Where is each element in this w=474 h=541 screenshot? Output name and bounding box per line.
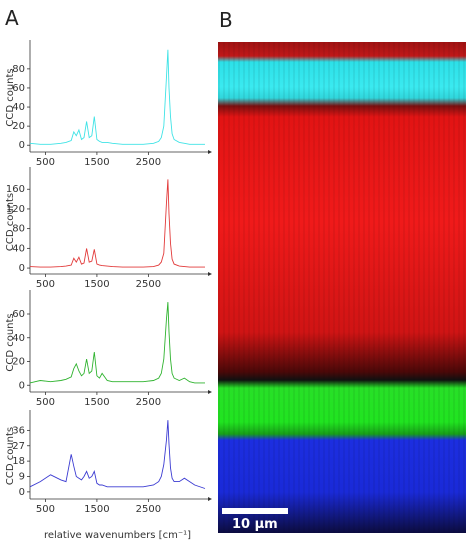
y-tick-label: 40 (12, 243, 25, 254)
x-tick-label: 2500 (136, 397, 161, 408)
y-tick-label: 80 (12, 224, 25, 235)
y-tick-label: 0 (19, 263, 25, 274)
y-tick-label: 20 (12, 357, 25, 368)
x-tick-label: 2500 (136, 279, 161, 290)
panel-label: A (5, 6, 19, 30)
x-tick-label: 1500 (84, 279, 109, 290)
x-axis-label: relative wavenumbers [cm⁻¹] (44, 530, 191, 541)
y-tick-label: 20 (12, 121, 25, 132)
x-tick-label: 500 (36, 279, 55, 290)
axis-arrow (208, 150, 212, 154)
y-tick-label: 40 (12, 102, 25, 113)
y-tick-label: 160 (6, 184, 25, 195)
scale-bar (222, 508, 288, 514)
x-tick-label: 1500 (84, 504, 109, 515)
y-tick-label: 40 (12, 333, 25, 344)
y-tick-label: 18 (12, 456, 25, 467)
x-tick-label: 2500 (136, 157, 161, 168)
spectrum (29, 179, 205, 268)
panel-label: B (219, 8, 233, 32)
x-tick-label: 500 (36, 397, 55, 408)
y-tick-label: 80 (12, 64, 25, 75)
x-tick-label: 1500 (84, 397, 109, 408)
y-tick-label: 0 (19, 380, 25, 391)
y-tick-label: 0 (19, 140, 25, 151)
y-tick-label: 0 (19, 487, 25, 498)
y-tick-label: 9 (19, 472, 25, 483)
y-tick-label: 60 (12, 83, 25, 94)
spectrum (29, 420, 206, 489)
spectrum (29, 302, 205, 384)
y-tick-label: 27 (12, 441, 25, 452)
y-tick-label: 120 (6, 204, 25, 215)
y-tick-label: 60 (12, 309, 25, 320)
y-axis-label: CCD counts (5, 193, 16, 251)
x-tick-label: 500 (36, 157, 55, 168)
x-tick-label: 2500 (136, 504, 161, 515)
axis-arrow (208, 272, 212, 276)
x-tick-label: 1500 (84, 157, 109, 168)
image-texture (218, 42, 466, 533)
axis-arrow (208, 497, 212, 501)
y-tick-label: 36 (12, 425, 25, 436)
y-axis-label: CCD counts (5, 68, 16, 126)
axis-arrow (208, 390, 212, 394)
scale-bar-label: 10 µm (232, 517, 278, 532)
x-tick-label: 500 (36, 504, 55, 515)
y-axis-label: CCD counts (5, 313, 16, 371)
y-axis-label: CCD counts (5, 427, 16, 485)
raman-image: 10 µm (218, 42, 466, 533)
spectrum (29, 49, 205, 145)
